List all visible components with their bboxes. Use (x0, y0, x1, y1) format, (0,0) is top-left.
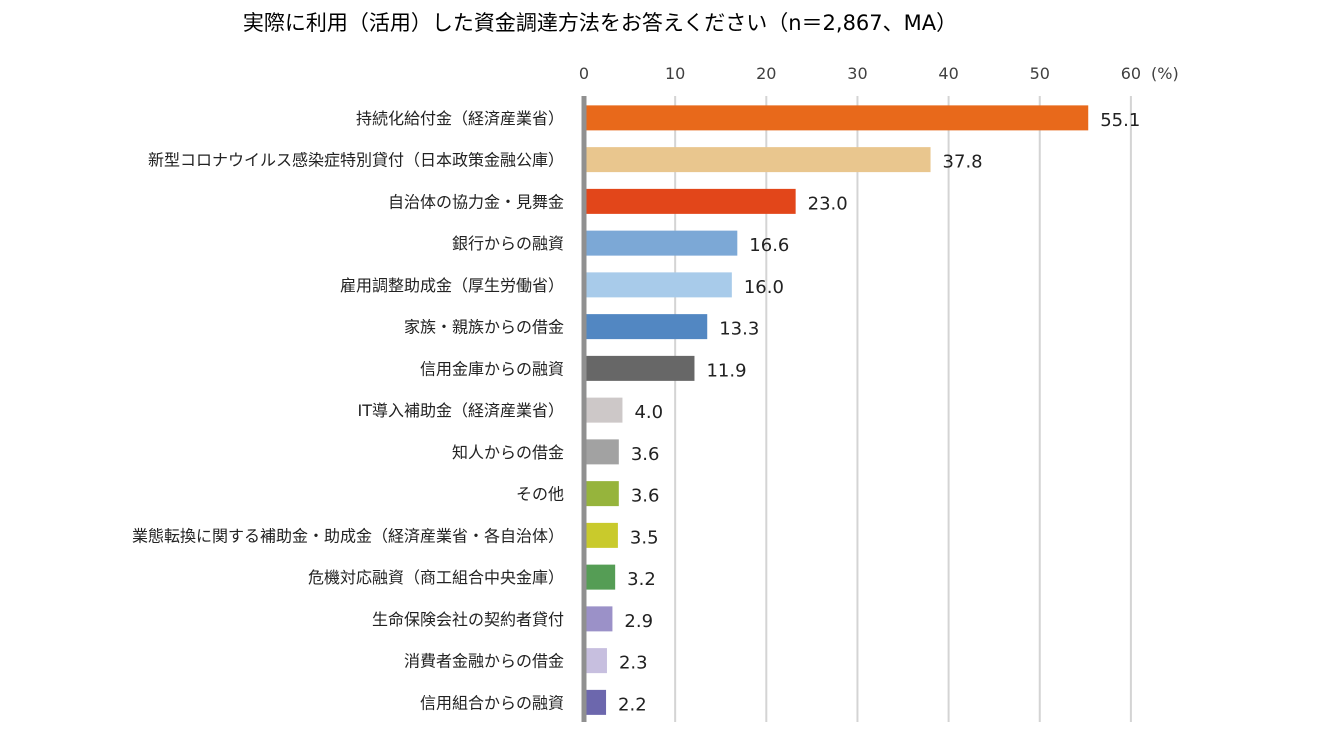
bar (586, 689, 607, 715)
bar (586, 648, 607, 674)
bar (586, 606, 613, 632)
value-labels: 55.1 37.8 23.0 16.6 16.0 13.3 11.9 4.0 3.6 3.6 3.5… (618, 110, 1140, 716)
value-label: 3.6 (631, 486, 660, 507)
x-tick-label: 20 (756, 64, 776, 83)
category-label: 自治体の協力金・見舞金 (388, 192, 564, 211)
bar (586, 355, 695, 381)
value-label: 13.3 (719, 319, 759, 340)
bar (586, 230, 738, 256)
value-label: 2.2 (618, 694, 647, 715)
x-tick-label: 50 (1030, 64, 1050, 83)
bar (586, 522, 618, 548)
bar (586, 397, 623, 423)
x-tick-label: 40 (938, 64, 958, 83)
bar (586, 439, 619, 465)
x-tick-label: 60 (1121, 64, 1141, 83)
category-label: 生命保険会社の契約者貸付 (372, 610, 564, 629)
value-label: 16.0 (744, 277, 784, 298)
bar (586, 481, 619, 507)
category-label: その他 (516, 485, 564, 504)
x-axis-ticks: 0 10 20 30 40 50 60 (579, 64, 1141, 83)
bar (586, 188, 796, 214)
value-label: 3.5 (630, 527, 659, 548)
x-axis-unit-label: (%) (1151, 64, 1179, 83)
x-tick-label: 30 (847, 64, 867, 83)
x-tick-label: 10 (665, 64, 685, 83)
category-label: 信用金庫からの融資 (420, 359, 564, 378)
value-label: 55.1 (1100, 110, 1140, 131)
value-label: 4.0 (634, 402, 663, 423)
chart-title: 実際に利用（活用）した資金調達方法をお答えください（n＝2,867、MA） (243, 11, 957, 35)
value-label: 2.9 (624, 611, 653, 632)
bar (586, 564, 616, 590)
value-label: 11.9 (706, 360, 746, 381)
category-label: 信用組合からの融資 (420, 693, 564, 712)
category-label: 消費者金融からの借金 (404, 652, 564, 671)
bar (586, 105, 1089, 131)
value-label: 16.6 (749, 235, 789, 256)
value-label: 3.6 (631, 444, 660, 465)
value-label: 37.8 (943, 152, 983, 173)
category-label: 業態転換に関する補助金・助成金（経済産業省・各自治体） (132, 526, 564, 545)
value-label: 23.0 (808, 193, 848, 214)
bar-series (586, 105, 1089, 715)
category-label: 持続化給付金（経済産業省） (356, 109, 564, 128)
bar (586, 314, 708, 340)
category-label: 銀行からの融資 (452, 234, 564, 253)
bar (586, 147, 931, 173)
category-labels: 持続化給付金（経済産業省） 新型コロナウイルス感染症特別貸付（日本政策金融公庫） 自… (132, 109, 564, 713)
x-tick-label: 0 (579, 64, 589, 83)
category-label: 雇用調整助成金（厚生労働省） (340, 276, 564, 295)
category-label: 知人からの借金 (452, 443, 564, 462)
category-label: 家族・親族からの借金 (404, 318, 564, 337)
value-label: 3.2 (627, 569, 656, 590)
bar (586, 272, 732, 298)
value-label: 2.3 (619, 653, 648, 674)
category-label: IT導入補助金（経済産業省） (358, 401, 565, 420)
category-label: 危機対応融資（商工組合中央金庫） (308, 568, 564, 587)
category-label: 新型コロナウイルス感染症特別貸付（日本政策金融公庫） (148, 151, 564, 170)
